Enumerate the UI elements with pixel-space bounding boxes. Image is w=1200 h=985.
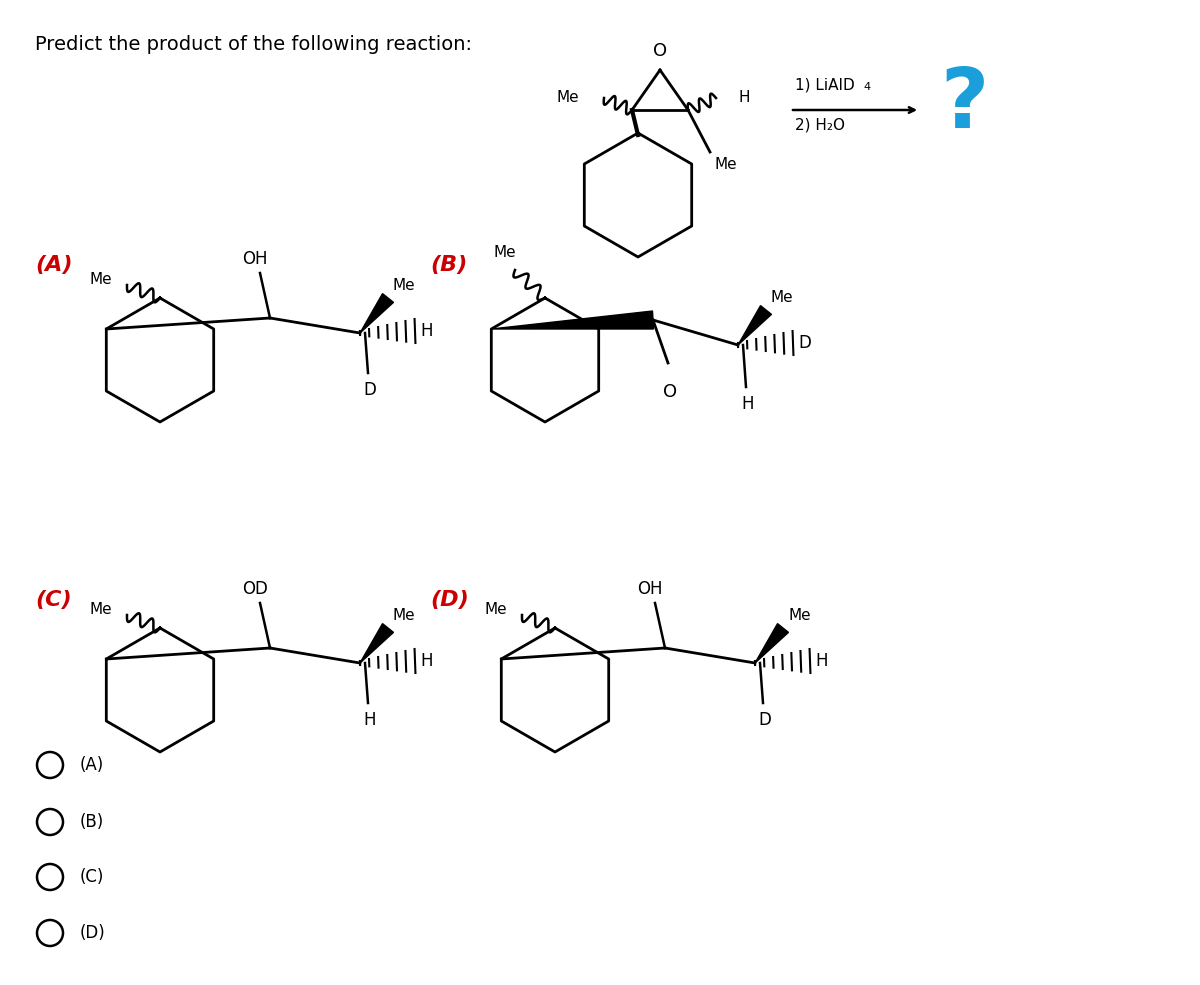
Text: (A): (A) bbox=[35, 255, 72, 275]
Text: Me: Me bbox=[485, 603, 508, 618]
Text: Me: Me bbox=[557, 91, 580, 105]
Text: 4: 4 bbox=[863, 82, 870, 92]
Text: H: H bbox=[420, 322, 432, 340]
Text: Me: Me bbox=[788, 608, 811, 623]
Text: Me: Me bbox=[772, 290, 793, 305]
Text: H: H bbox=[420, 652, 432, 670]
Text: Me: Me bbox=[394, 278, 415, 293]
Polygon shape bbox=[738, 305, 772, 345]
Polygon shape bbox=[491, 311, 654, 329]
Text: D: D bbox=[798, 334, 811, 352]
Text: H: H bbox=[738, 91, 750, 105]
Text: Me: Me bbox=[493, 245, 516, 260]
Text: (B): (B) bbox=[80, 813, 104, 831]
Polygon shape bbox=[360, 294, 394, 333]
Text: D: D bbox=[758, 711, 772, 729]
Text: Predict the product of the following reaction:: Predict the product of the following rea… bbox=[35, 35, 472, 54]
Text: OD: OD bbox=[242, 580, 268, 598]
Text: (B): (B) bbox=[430, 255, 467, 275]
Text: 2) H₂O: 2) H₂O bbox=[796, 118, 845, 133]
Text: O: O bbox=[662, 383, 677, 401]
Text: ?: ? bbox=[940, 64, 989, 146]
Text: OH: OH bbox=[637, 580, 662, 598]
Text: (D): (D) bbox=[80, 924, 106, 942]
Text: Me: Me bbox=[394, 608, 415, 623]
Text: Me: Me bbox=[89, 603, 112, 618]
Text: OH: OH bbox=[242, 250, 268, 268]
Text: H: H bbox=[364, 711, 377, 729]
Text: H: H bbox=[815, 652, 828, 670]
Polygon shape bbox=[360, 624, 394, 663]
Text: (D): (D) bbox=[430, 590, 469, 610]
Text: O: O bbox=[653, 42, 667, 60]
Text: (A): (A) bbox=[80, 756, 104, 774]
Text: H: H bbox=[742, 395, 755, 413]
Text: 1) LiAID: 1) LiAID bbox=[796, 77, 854, 92]
Text: Me: Me bbox=[89, 273, 112, 288]
Text: (C): (C) bbox=[80, 868, 104, 886]
Polygon shape bbox=[755, 624, 788, 663]
Text: Me: Me bbox=[715, 157, 738, 172]
Text: (C): (C) bbox=[35, 590, 72, 610]
Text: D: D bbox=[364, 381, 377, 399]
